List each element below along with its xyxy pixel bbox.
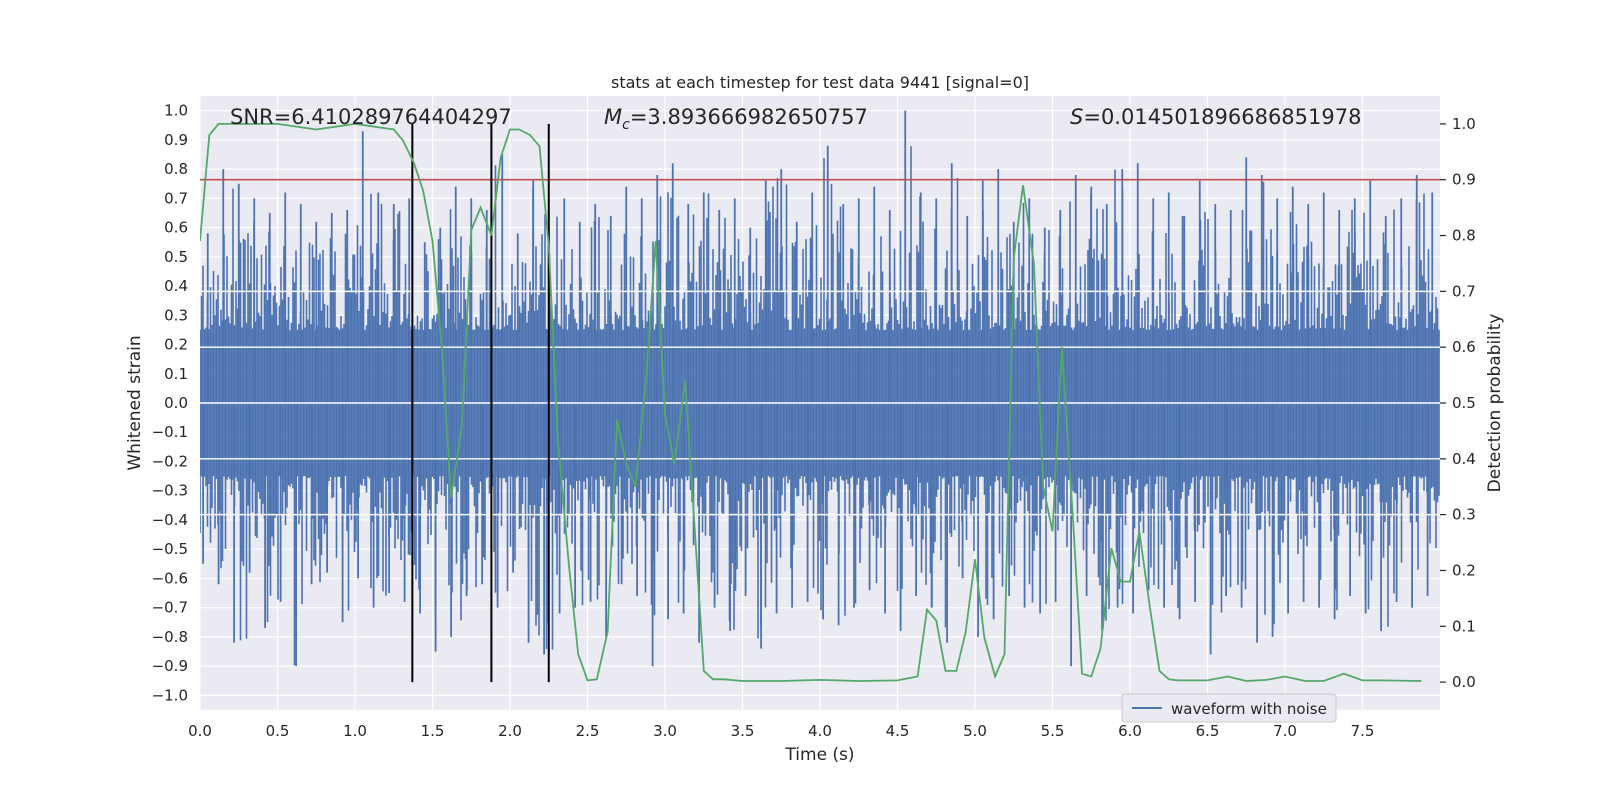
y2-tick-label: 0.3 [1452,506,1476,524]
y-tick-label: 0.2 [164,336,188,354]
y2-tick-label: 0.0 [1452,673,1476,691]
y2-tick-label: 0.9 [1452,171,1476,189]
y-tick-label: −0.6 [152,569,188,587]
y-tick-label: −0.1 [152,423,188,441]
x-tick-label: 1.0 [343,722,367,740]
y2-tick-label: 0.4 [1452,450,1476,468]
y-tick-label: −0.5 [152,540,188,558]
x-tick-label: 2.5 [576,722,600,740]
x-tick-label: 4.0 [808,722,832,740]
y2-tick-label: 0.7 [1452,282,1476,300]
y-tick-label: −0.8 [152,628,188,646]
x-tick-label: 6.5 [1196,722,1220,740]
s-statistic-value: =0.014501896686851978 [1083,105,1361,129]
chirp-mass-subscript: c [622,117,630,133]
s-statistic-annotation: S=0.014501896686851978 [1070,105,1361,129]
x-tick-label: 2.0 [498,722,522,740]
y-tick-label: −0.7 [152,599,188,617]
chirp-mass-value: =3.893666982650757 [630,105,868,129]
y-tick-label: 0.7 [164,189,188,207]
y2-axis-ticks: 1.0 0.9 0.8 0.7 0.6 0.5 0.4 0.3 0.2 0.1 0.0 [1440,115,1476,691]
y-tick-label: 0.4 [164,277,188,295]
chart-title: stats at each timestep for test data 944… [611,73,1029,92]
y-tick-label: 0.5 [164,248,188,266]
y-tick-label: 0.8 [164,160,188,178]
x-tick-label: 3.5 [731,722,755,740]
x-tick-label: 0.0 [188,722,212,740]
detection-probability-line [200,122,1422,682]
chirp-mass-annotation: Mc=3.893666982650757 [604,105,868,133]
x-axis-label: Time (s) [784,745,854,765]
x-tick-label: 5.0 [963,722,987,740]
s-statistic-symbol: S [1070,105,1083,129]
y-tick-label: 0.1 [164,365,188,383]
legend: waveform with noise [1121,693,1337,723]
y2-tick-label: 0.5 [1452,394,1476,412]
y-tick-label: −0.4 [152,511,188,529]
y2-tick-label: 1.0 [1452,115,1476,133]
x-tick-label: 4.5 [886,722,910,740]
x-tick-label: 7.5 [1351,722,1375,740]
y-tick-label: 0.3 [164,306,188,324]
grid-lines-overlay [200,290,1440,516]
y2-axis-label: Detection probability [1485,314,1505,493]
x-tick-label: 3.0 [653,722,677,740]
y-tick-label: −1.0 [152,686,188,704]
y2-tick-label: 0.1 [1452,617,1476,635]
y-tick-label: 0.0 [164,394,188,412]
y-tick-label: −0.9 [152,657,188,675]
x-axis-ticks: 0.0 0.5 1.0 1.5 2.0 2.5 3.0 3.5 4.0 4.5 5.0 5.5 6.0 6… [188,722,1374,740]
snr-annotation: SNR=6.410289764404297 [230,105,512,129]
y2-tick-label: 0.6 [1452,338,1476,356]
x-tick-label: 6.0 [1118,722,1142,740]
legend-box [1121,693,1337,723]
y-tick-label: 0.9 [164,131,188,149]
y2-tick-label: 0.2 [1452,561,1476,579]
x-tick-label: 1.5 [421,722,445,740]
y-tick-label: −0.3 [152,482,188,500]
legend-label-waveform: waveform with noise [1171,700,1327,718]
x-tick-label: 0.5 [266,722,290,740]
y-tick-label: 1.0 [164,102,188,120]
y-tick-label: −0.2 [152,452,188,470]
y-axis-ticks: 1.0 0.9 0.8 0.7 0.6 0.5 0.4 0.3 0.2 0.1 0.0 −0.1 −0.… [152,102,188,705]
vertical-markers [411,123,550,683]
chirp-mass-symbol: M [604,105,622,129]
y2-tick-label: 0.8 [1452,227,1476,245]
x-tick-label: 5.5 [1041,722,1065,740]
y-tick-label: 0.6 [164,219,188,237]
y-axis-label: Whitened strain [125,335,145,470]
x-tick-label: 7.0 [1273,722,1297,740]
